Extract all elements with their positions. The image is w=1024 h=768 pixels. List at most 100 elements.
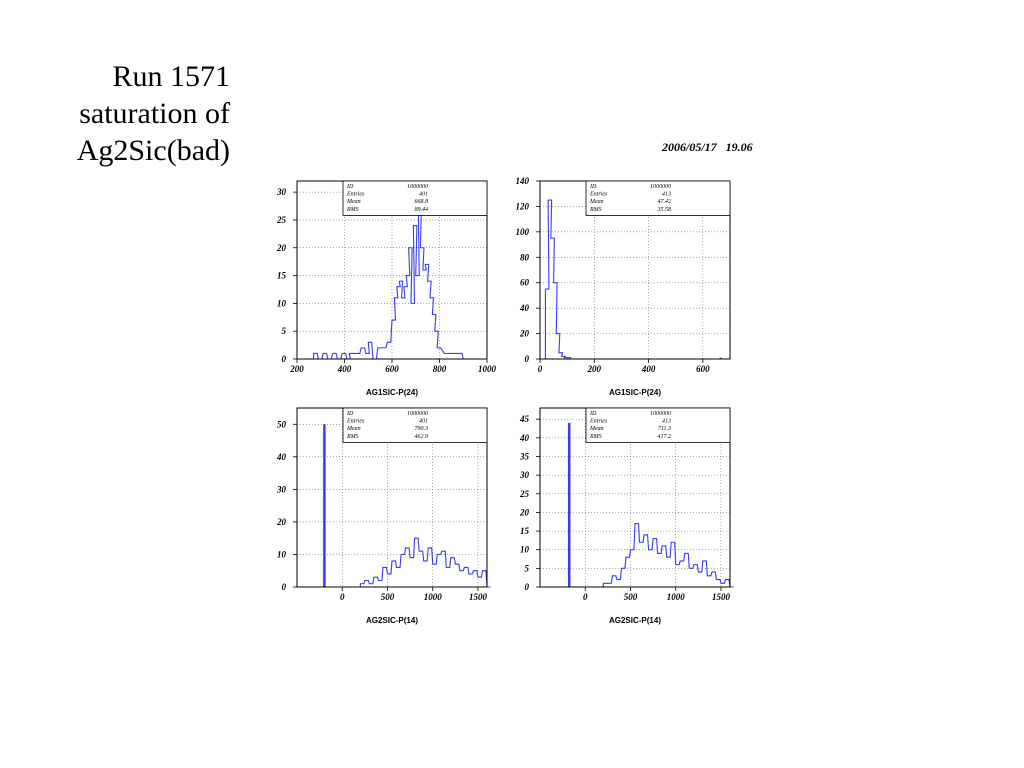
stats-value: 413 [662,418,671,425]
stats-key: Entries [346,419,365,425]
y-tick-label: 40 [519,303,530,313]
y-tick-label: 40 [276,452,287,462]
y-tick-label: 0 [525,354,530,364]
histogram-spike [323,424,326,587]
stats-value: 790.3 [415,426,429,432]
y-tick-label: 140 [516,176,530,186]
histogram-spike [719,357,722,359]
stats-key: ID [346,184,354,190]
stats-key: RMS [589,434,602,440]
stats-key: ID [346,411,354,417]
stats-value: 1000000 [407,184,428,190]
y-tick-label: 25 [276,215,287,225]
y-tick-label: 5 [525,563,530,573]
x-axis-label: AG1SIC-P(24) [366,388,418,397]
y-tick-label: 120 [516,201,530,211]
x-tick-label: 600 [696,364,710,374]
title-line-2: saturation of [79,97,230,130]
stats-value: 668.8 [415,199,429,205]
y-tick-label: 0 [282,354,287,364]
histogram-series [313,191,467,360]
x-tick-label: 1000 [478,364,497,374]
x-tick-label: 0 [538,364,543,374]
stats-value: 35.58 [657,207,672,213]
stats-key: Entries [589,192,608,198]
stats-value: 401 [419,191,428,198]
histogram-series [359,537,491,588]
stats-box [342,407,488,443]
y-tick-label: 30 [276,484,287,494]
stats-key: Entries [346,192,365,198]
stats-key: Entries [589,419,608,425]
histogram-panel-2: 0 200 400 600 0 20 40 60 80 100 120 140 AG1SIC-P(24)… [516,176,731,397]
stats-key: RMS [589,207,602,213]
y-tick-label: 80 [520,252,530,262]
stats-value: 1000000 [407,411,428,417]
y-tick-label: 10 [277,298,287,308]
y-tick-label: 25 [519,489,530,499]
y-tick-label: 20 [519,507,530,517]
x-tick-label: 600 [385,364,399,374]
y-tick-label: 15 [520,526,530,536]
x-axis-label: AG1SIC-P(24) [609,388,661,397]
y-tick-label: 0 [282,582,287,592]
x-tick-label: 1500 [712,592,731,602]
x-tick-label: 1000 [667,592,686,602]
x-tick-label: 0 [340,592,345,602]
slide-title: Run 1571 saturation of Ag2Sic(bad) [20,58,230,169]
histogram-series [602,523,734,588]
y-tick-label: 10 [277,549,287,559]
y-tick-label: 20 [276,243,287,253]
x-tick-label: 500 [624,592,638,602]
stats-box [342,180,488,216]
stats-value: 401 [419,418,428,425]
y-tick-label: 30 [519,470,530,480]
y-tick-label: 10 [520,545,530,555]
stats-key: Mean [346,199,361,205]
y-tick-label: 45 [519,414,530,424]
y-tick-label: 20 [519,329,530,339]
histogram-series [544,199,574,360]
x-tick-label: 400 [337,364,352,374]
x-tick-label: 1000 [424,592,443,602]
stats-key: RMS [346,434,359,440]
stats-key: RMS [346,207,359,213]
stats-value: 417.2 [658,433,672,440]
y-tick-label: 60 [520,278,530,288]
stats-value: 413 [662,191,671,198]
stats-value: 47.42 [658,198,672,205]
histogram-panel-1: 200 400 600 800 1000 0 5 10 15 20 25 30 AG1SIC-P(24)… [276,180,497,397]
y-tick-label: 100 [516,227,530,237]
x-tick-label: 500 [381,592,395,602]
stats-box [585,407,731,443]
y-tick-label: 50 [277,419,287,429]
stats-value: 1000000 [650,411,671,417]
stats-key: Mean [346,426,361,432]
title-line-1: Run 1571 [112,60,230,93]
x-axis-label: AG2SIC-P(14) [366,616,418,625]
x-tick-label: 800 [433,364,447,374]
histogram-panel-3: 0 500 1000 1500 0 10 20 30 40 50 AG2SIC-P(14) ID 100… [276,407,491,625]
stats-key: Mean [589,199,604,205]
stats-key: ID [589,184,597,190]
title-line-3: Ag2Sic(bad) [76,134,230,167]
histogram-panel-4: 0 500 1000 1500 0 5 10 15 20 25 30 35 40 45 AG2SIC-P(1… [519,407,734,625]
y-tick-label: 5 [282,326,287,336]
stats-key: ID [589,411,597,417]
x-tick-label: 200 [587,364,602,374]
x-tick-label: 0 [583,592,588,602]
stats-value: 711.3 [658,426,671,432]
y-tick-label: 0 [525,582,530,592]
x-axis-label: AG2SIC-P(14) [609,616,661,625]
stats-value: 89.44 [415,206,429,213]
timestamp: 2006/05/17 19.06 [662,140,753,154]
y-tick-label: 15 [277,271,287,281]
x-tick-label: 1500 [469,592,488,602]
y-tick-label: 30 [276,187,287,197]
x-tick-label: 200 [289,364,304,374]
y-tick-label: 40 [519,433,530,443]
histogram-spike [567,422,571,587]
x-tick-label: 400 [641,364,656,374]
y-tick-label: 20 [276,517,287,527]
